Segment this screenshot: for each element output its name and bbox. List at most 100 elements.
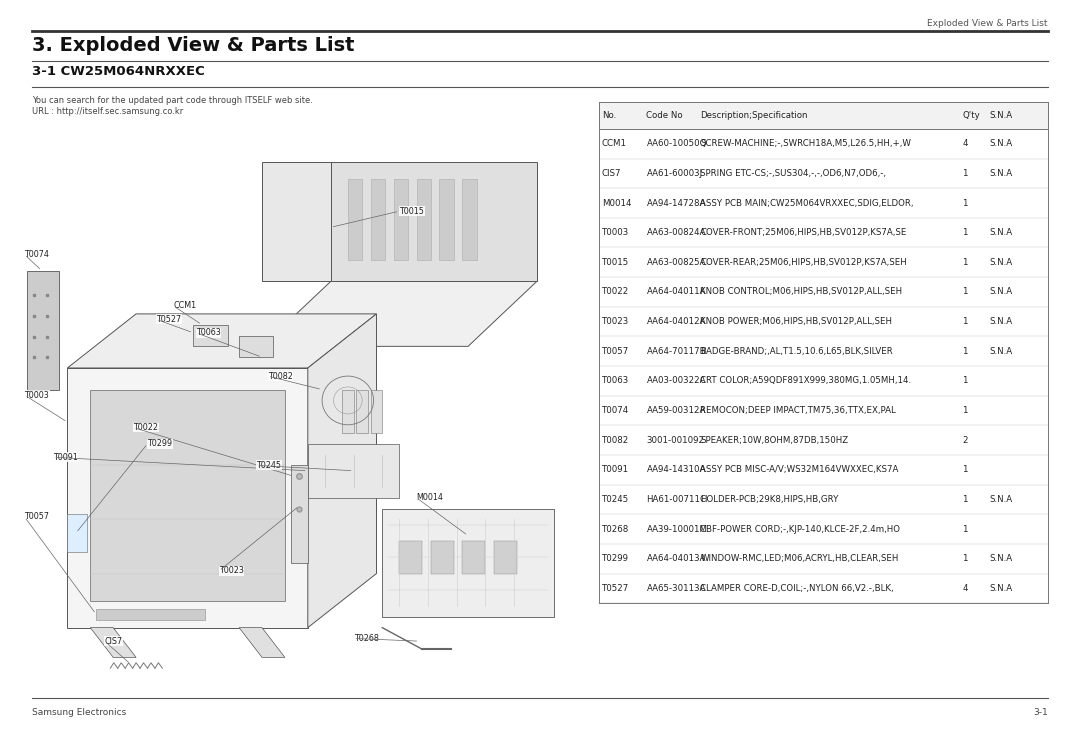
Polygon shape [67, 368, 308, 628]
Text: 1: 1 [962, 228, 968, 237]
Text: S.N.A: S.N.A [989, 139, 1012, 148]
Text: T0527: T0527 [157, 315, 181, 324]
Text: T0082: T0082 [268, 371, 293, 381]
Text: CIS7: CIS7 [105, 637, 123, 645]
Text: 3001-001092: 3001-001092 [647, 436, 704, 445]
Text: T0022: T0022 [602, 288, 629, 296]
Text: AA60-10050Q: AA60-10050Q [647, 139, 706, 148]
Text: 1: 1 [962, 347, 968, 356]
Text: S.N.A: S.N.A [989, 554, 1012, 563]
Text: CLAMPER CORE-D,COIL;-,NYLON 66,V2.-,BLK,: CLAMPER CORE-D,COIL;-,NYLON 66,V2.-,BLK, [700, 584, 894, 593]
Text: T0074: T0074 [25, 250, 50, 259]
Text: CCM1: CCM1 [173, 302, 197, 310]
Text: T0015: T0015 [400, 207, 424, 216]
Text: ASSY PCB MISC-A/V;WS32M164VWXXEC,KS7A: ASSY PCB MISC-A/V;WS32M164VWXXEC,KS7A [700, 465, 899, 474]
Text: S.N.A: S.N.A [989, 495, 1012, 504]
Text: T0245: T0245 [256, 461, 281, 470]
FancyBboxPatch shape [599, 102, 1048, 129]
Polygon shape [382, 508, 554, 617]
Text: KNOB CONTROL;M06,HIPS,HB,SV012P,ALL,SEH: KNOB CONTROL;M06,HIPS,HB,SV012P,ALL,SEH [700, 288, 903, 296]
Polygon shape [494, 541, 516, 574]
Text: T0003: T0003 [602, 228, 629, 237]
Text: 1: 1 [962, 199, 968, 207]
Text: T0063: T0063 [197, 328, 221, 337]
Polygon shape [193, 325, 228, 346]
Text: AA61-60003J: AA61-60003J [647, 169, 703, 178]
Polygon shape [96, 608, 205, 619]
Text: You can search for the updated part code through ITSELF web site.: You can search for the updated part code… [32, 96, 313, 105]
Text: Code No: Code No [647, 111, 683, 120]
Text: 1: 1 [962, 554, 968, 563]
Text: 4: 4 [962, 139, 968, 148]
Text: AA64-70117B: AA64-70117B [647, 347, 706, 356]
Polygon shape [370, 179, 386, 260]
Polygon shape [330, 162, 537, 282]
Text: AA65-30113A: AA65-30113A [647, 584, 706, 593]
Text: Exploded View & Parts List: Exploded View & Parts List [927, 19, 1048, 27]
Text: CBF-POWER CORD;-,KJP-140,KLCE-2F,2.4m,HO: CBF-POWER CORD;-,KJP-140,KLCE-2F,2.4m,HO [700, 525, 901, 534]
Text: M0014: M0014 [417, 494, 444, 502]
Text: AA94-14728A: AA94-14728A [647, 199, 706, 207]
Text: 2: 2 [962, 436, 968, 445]
Polygon shape [308, 314, 377, 628]
Text: No.: No. [602, 111, 616, 120]
Text: T0057: T0057 [25, 512, 50, 521]
Polygon shape [440, 179, 454, 260]
Polygon shape [291, 465, 308, 562]
Text: SPRING ETC-CS;-,SUS304,-,-,OD6,N7,OD6,-,: SPRING ETC-CS;-,SUS304,-,-,OD6,N7,OD6,-, [700, 169, 887, 178]
Text: CRT COLOR;A59QDF891X999,380MG,1.05MH,14.: CRT COLOR;A59QDF891X999,380MG,1.05MH,14. [700, 376, 912, 385]
Text: T0299: T0299 [602, 554, 629, 563]
Text: T0022: T0022 [133, 423, 158, 432]
Polygon shape [370, 390, 382, 433]
Text: AA39-10001M: AA39-10001M [647, 525, 707, 534]
Text: COVER-REAR;25M06,HIPS,HB,SV012P,KS7A,SEH: COVER-REAR;25M06,HIPS,HB,SV012P,KS7A,SEH [700, 258, 907, 267]
Text: T0074: T0074 [602, 406, 629, 415]
Text: AA94-14310A: AA94-14310A [647, 465, 706, 474]
Text: T0015: T0015 [602, 258, 629, 267]
Text: S.N.A: S.N.A [989, 317, 1012, 326]
Text: T0268: T0268 [353, 634, 378, 643]
Text: T0063: T0063 [602, 376, 629, 385]
Text: CIS7: CIS7 [602, 169, 621, 178]
Text: 3-1 CW25M064NRXXEC: 3-1 CW25M064NRXXEC [32, 65, 205, 79]
Text: T0245: T0245 [602, 495, 629, 504]
Text: 1: 1 [962, 376, 968, 385]
Text: AA03-00322A: AA03-00322A [647, 376, 706, 385]
Polygon shape [400, 541, 422, 574]
Text: 3. Exploded View & Parts List: 3. Exploded View & Parts List [32, 36, 355, 55]
Text: 1: 1 [962, 525, 968, 534]
Text: S.N.A: S.N.A [989, 228, 1012, 237]
Text: 1: 1 [962, 317, 968, 326]
Text: AA64-04013A: AA64-04013A [647, 554, 706, 563]
Text: S.N.A: S.N.A [989, 584, 1012, 593]
Polygon shape [348, 179, 362, 260]
Text: S.N.A: S.N.A [989, 347, 1012, 356]
Polygon shape [239, 628, 285, 657]
Polygon shape [91, 390, 285, 600]
Text: T0057: T0057 [602, 347, 629, 356]
Text: 1: 1 [962, 495, 968, 504]
Polygon shape [308, 444, 400, 498]
Text: 1: 1 [962, 288, 968, 296]
Text: SCREW-MACHINE;-,SWRCH18A,M5,L26.5,HH,+,W: SCREW-MACHINE;-,SWRCH18A,M5,L26.5,HH,+,W [700, 139, 912, 148]
Polygon shape [27, 270, 58, 390]
Text: BADGE-BRAND;,AL,T1.5,10.6,L65,BLK,SILVER: BADGE-BRAND;,AL,T1.5,10.6,L65,BLK,SILVER [700, 347, 893, 356]
Polygon shape [262, 282, 537, 346]
Text: T0023: T0023 [602, 317, 629, 326]
Text: T0023: T0023 [219, 566, 244, 575]
Text: S.N.A: S.N.A [989, 111, 1012, 120]
Text: Samsung Electronics: Samsung Electronics [32, 708, 126, 717]
Text: AA59-00312A: AA59-00312A [647, 406, 706, 415]
Text: T0091: T0091 [602, 465, 629, 474]
Text: 1: 1 [962, 465, 968, 474]
Text: AA63-00824A: AA63-00824A [647, 228, 706, 237]
Text: T0527: T0527 [602, 584, 629, 593]
Polygon shape [417, 179, 431, 260]
Text: HOLDER-PCB;29K8,HIPS,HB,GRY: HOLDER-PCB;29K8,HIPS,HB,GRY [700, 495, 839, 504]
Polygon shape [393, 179, 408, 260]
Text: CCM1: CCM1 [602, 139, 626, 148]
Text: KNOB POWER;M06,HIPS,HB,SV012P,ALL,SEH: KNOB POWER;M06,HIPS,HB,SV012P,ALL,SEH [700, 317, 892, 326]
Text: URL : http://itself.sec.samsung.co.kr: URL : http://itself.sec.samsung.co.kr [32, 107, 184, 116]
Text: T0268: T0268 [602, 525, 629, 534]
Polygon shape [67, 514, 87, 552]
